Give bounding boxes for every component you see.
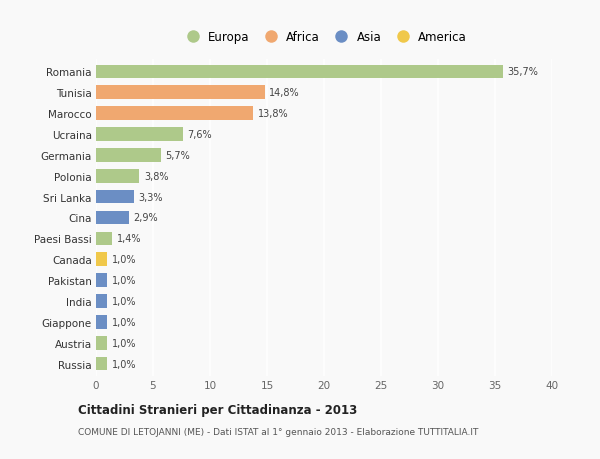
Text: 3,3%: 3,3% — [138, 192, 163, 202]
Text: 13,8%: 13,8% — [258, 109, 289, 119]
Bar — [96, 128, 182, 141]
Text: 1,0%: 1,0% — [112, 275, 136, 285]
Bar — [96, 107, 253, 121]
Text: 1,0%: 1,0% — [112, 317, 136, 327]
Bar — [96, 190, 134, 204]
Bar — [96, 169, 139, 183]
Text: Cittadini Stranieri per Cittadinanza - 2013: Cittadini Stranieri per Cittadinanza - 2… — [78, 403, 357, 416]
Bar — [96, 315, 107, 329]
Bar — [96, 274, 107, 287]
Bar — [96, 232, 112, 246]
Bar — [96, 86, 265, 100]
Bar — [96, 357, 107, 371]
Text: 7,6%: 7,6% — [187, 130, 212, 140]
Bar — [96, 336, 107, 350]
Legend: Europa, Africa, Asia, America: Europa, Africa, Asia, America — [181, 31, 467, 44]
Text: 5,7%: 5,7% — [166, 151, 190, 161]
Text: 1,0%: 1,0% — [112, 297, 136, 306]
Bar — [96, 211, 129, 225]
Text: COMUNE DI LETOJANNI (ME) - Dati ISTAT al 1° gennaio 2013 - Elaborazione TUTTITAL: COMUNE DI LETOJANNI (ME) - Dati ISTAT al… — [78, 427, 478, 436]
Bar — [96, 149, 161, 162]
Text: 1,4%: 1,4% — [116, 234, 141, 244]
Text: 2,9%: 2,9% — [134, 213, 158, 223]
Bar — [96, 295, 107, 308]
Text: 14,8%: 14,8% — [269, 88, 300, 98]
Bar — [96, 65, 503, 79]
Text: 1,0%: 1,0% — [112, 359, 136, 369]
Text: 1,0%: 1,0% — [112, 338, 136, 348]
Bar — [96, 253, 107, 267]
Text: 3,8%: 3,8% — [144, 171, 169, 181]
Text: 35,7%: 35,7% — [508, 67, 538, 77]
Text: 1,0%: 1,0% — [112, 255, 136, 265]
